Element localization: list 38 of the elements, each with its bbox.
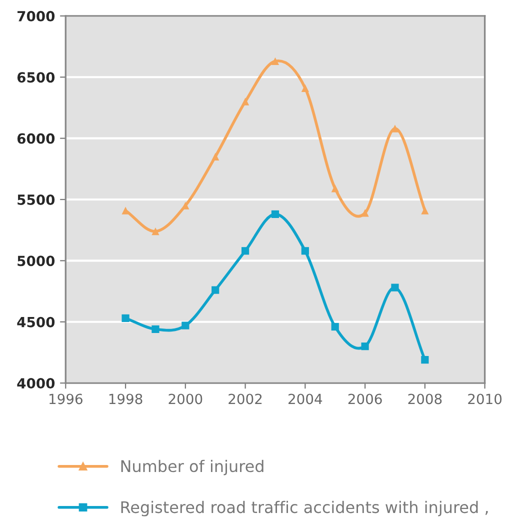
point [182,202,190,210]
y-tick-label: 6500 [17,72,55,83]
y-tick-label: 5000 [18,256,55,266]
point [301,247,309,255]
point [271,57,280,66]
point [421,356,429,364]
x-tick-label: 2006 [348,394,382,404]
y-tick-label: 6000 [17,133,55,144]
point [241,98,250,106]
point [152,228,160,236]
point [122,206,130,214]
y-tick-label: 5500 [18,194,55,205]
x-tick-label: 1998 [109,394,142,404]
point [391,284,399,292]
point [271,210,280,218]
point [331,322,339,331]
y-tick-label: 4000 [17,378,55,389]
y-tick-label: 7000 [18,10,55,22]
legend-label: Number of injured [121,460,264,476]
point [331,184,339,192]
point [212,286,220,294]
x-tick-label: 2008 [408,394,442,404]
point [241,247,250,255]
x-tick-label: 2000 [168,394,202,404]
point [361,342,369,350]
point [361,209,369,217]
point [421,206,429,214]
x-tick-label: 2004 [288,394,322,404]
point [212,152,220,160]
point [152,325,160,334]
point [122,314,130,322]
x-tick-label: 2002 [228,394,262,404]
x-tick-label: 2010 [468,394,502,404]
y-tick-label: 4500 [17,316,55,328]
point [182,322,190,330]
legend-label: Registered road traffic accidents with injured , [121,500,488,516]
point [301,84,309,92]
x-tick-label: 1996 [50,394,82,404]
